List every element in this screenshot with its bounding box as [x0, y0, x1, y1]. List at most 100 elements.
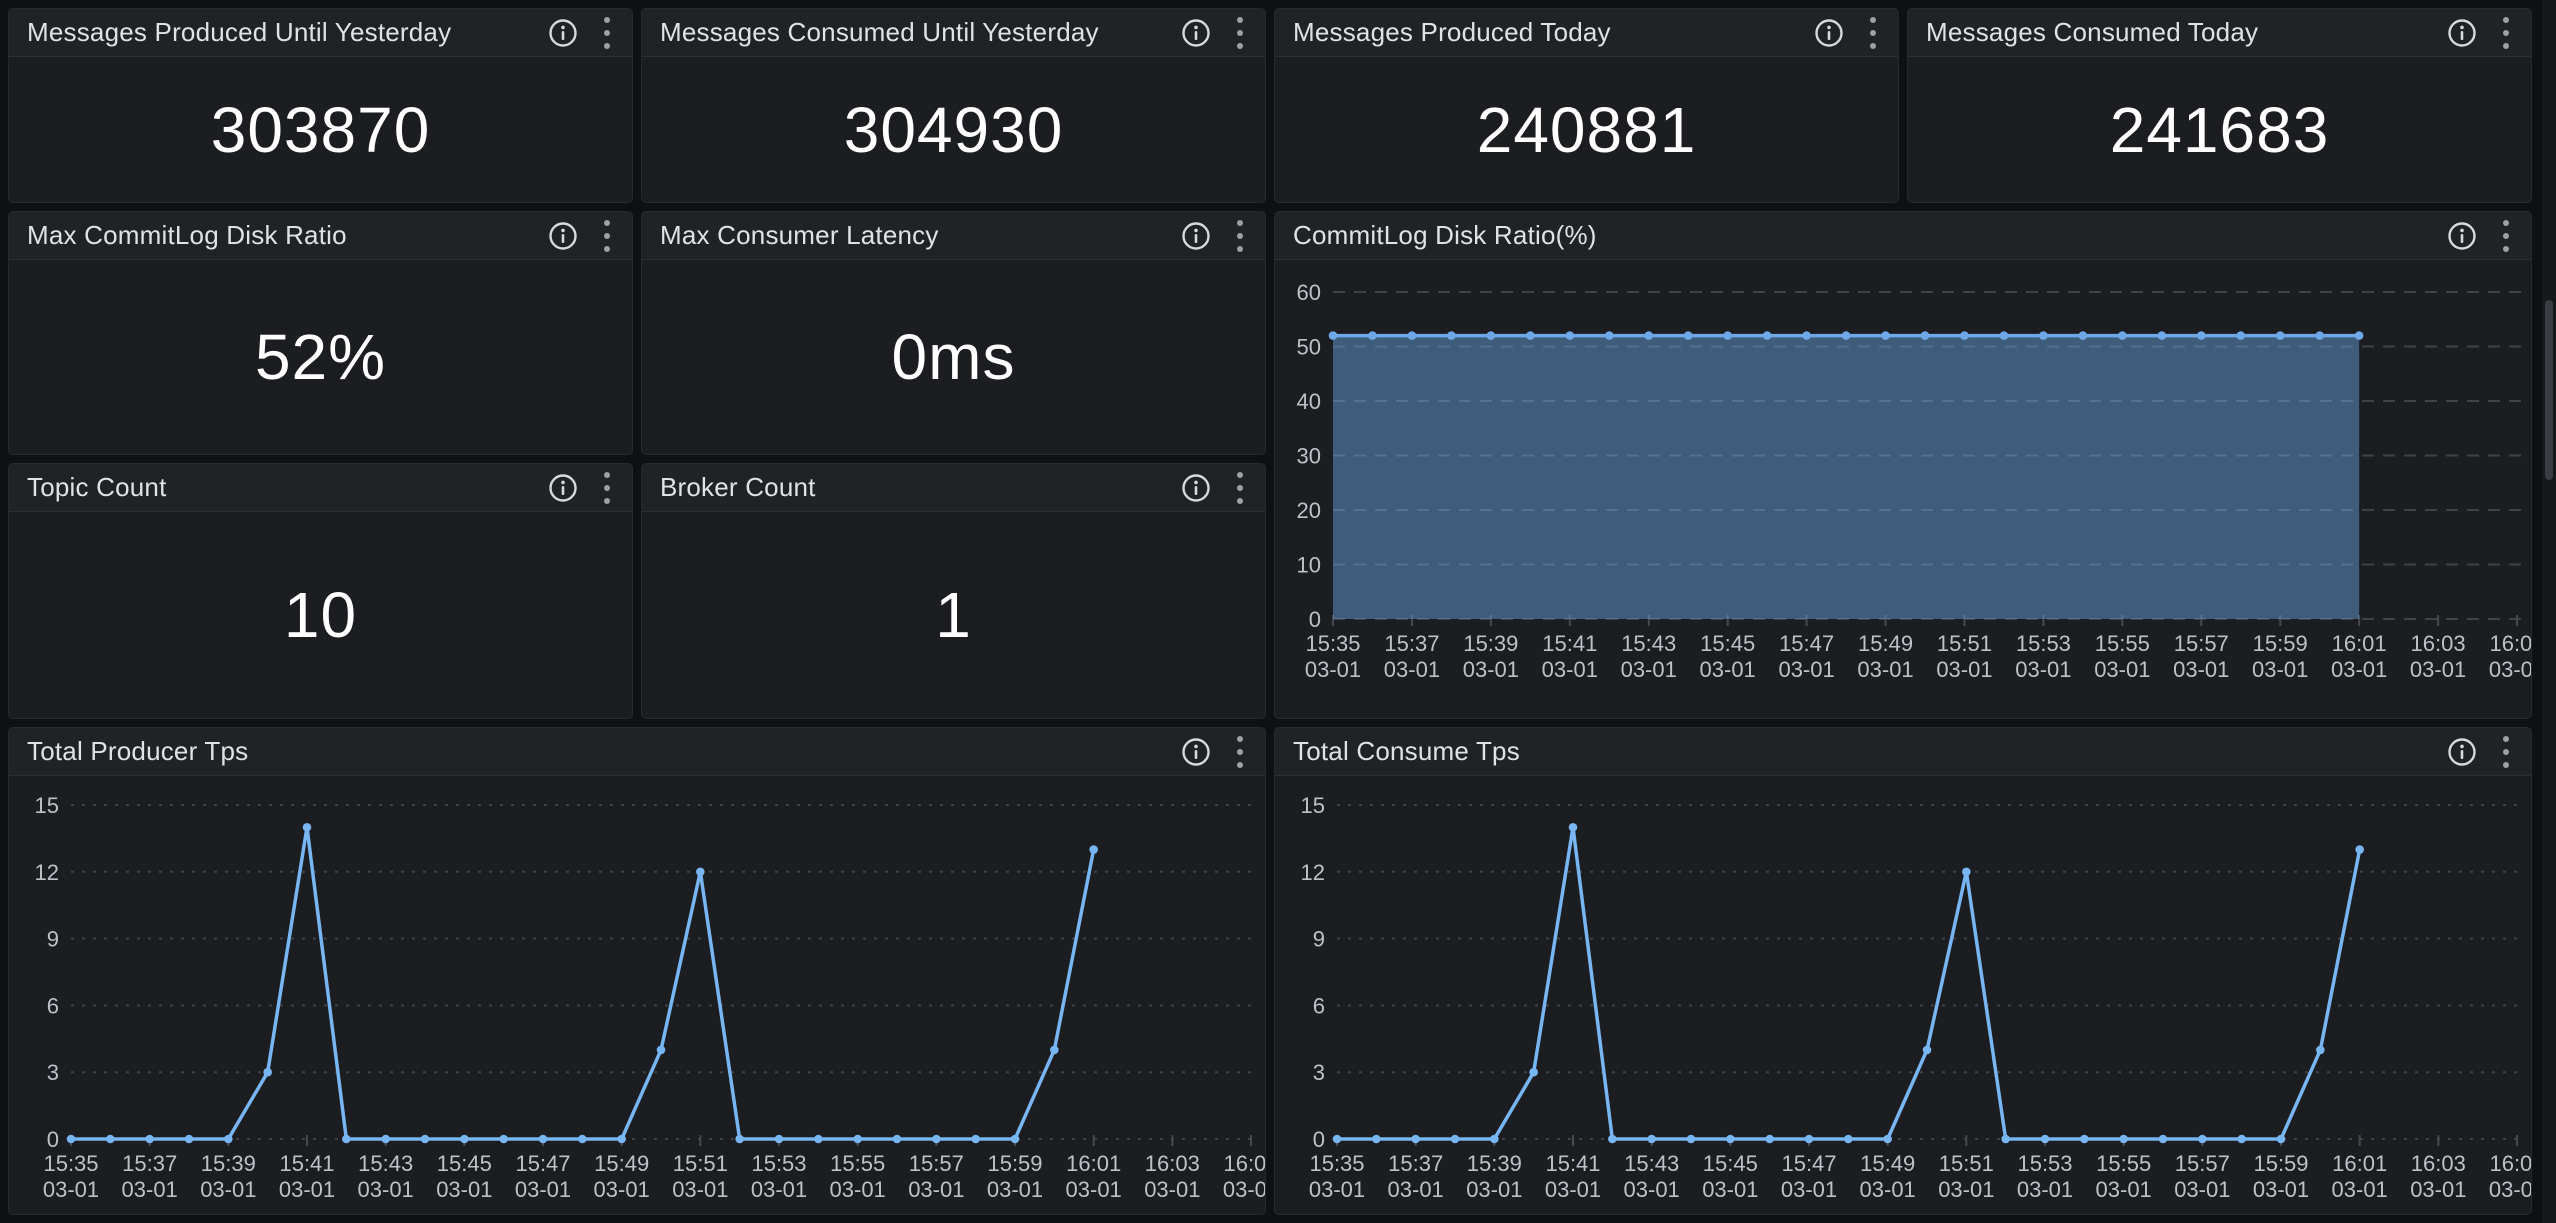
panel-header-icons	[548, 470, 614, 506]
total-producer-tps-chart[interactable]: 0 3 6 9 12 15 15:35 03-01 15:37 03-01 15:39 03-01 15…	[9, 776, 1265, 1214]
svg-text:15:43: 15:43	[358, 1151, 413, 1176]
svg-text:03-01: 03-01	[987, 1177, 1043, 1202]
svg-text:40: 40	[1297, 389, 1321, 414]
svg-text:15:57: 15:57	[909, 1151, 964, 1176]
svg-text:03-01: 03-01	[1621, 657, 1677, 682]
kebab-menu-icon[interactable]	[1233, 734, 1247, 770]
svg-text:15:37: 15:37	[1384, 631, 1439, 656]
svg-text:03-01: 03-01	[436, 1177, 492, 1202]
svg-text:03-01: 03-01	[1309, 1177, 1365, 1202]
panel-header-icons	[2447, 734, 2513, 770]
kebab-menu-icon[interactable]	[600, 470, 614, 506]
total-consume-tps-chart[interactable]: 0 3 6 9 12 15 15:35 03-01 15:37 03-01 15:39 03-01 15…	[1275, 776, 2531, 1214]
info-icon[interactable]	[1181, 221, 1211, 251]
scrollbar[interactable]	[2542, 0, 2556, 1223]
info-icon[interactable]	[1181, 18, 1211, 48]
stat-value: 241683	[2109, 93, 2330, 166]
svg-text:03-01: 03-01	[1545, 1177, 1601, 1202]
panel-commitlog-disk-ratio-chart: CommitLog Disk Ratio(%) 0 10 20 30 40 50 60 15:…	[1274, 211, 2532, 719]
svg-text:15:55: 15:55	[830, 1151, 885, 1176]
svg-text:6: 6	[47, 993, 59, 1018]
svg-text:15:47: 15:47	[1779, 631, 1834, 656]
svg-text:03-01: 03-01	[279, 1177, 335, 1202]
svg-text:03-01: 03-01	[1781, 1177, 1837, 1202]
svg-text:15:39: 15:39	[1463, 631, 1518, 656]
svg-text:03-01: 03-01	[1388, 1177, 1444, 1202]
stat-panel-body: 52%	[9, 260, 632, 454]
svg-text:15:35: 15:35	[1305, 631, 1360, 656]
svg-text:03-01: 03-01	[1466, 1177, 1522, 1202]
info-icon[interactable]	[1814, 18, 1844, 48]
svg-text:15:37: 15:37	[1388, 1151, 1443, 1176]
svg-text:15:53: 15:53	[2017, 1151, 2072, 1176]
panel-header-icons	[1181, 734, 1247, 770]
kebab-menu-icon[interactable]	[2499, 734, 2513, 770]
svg-text:15:39: 15:39	[1467, 1151, 1522, 1176]
panel-header: CommitLog Disk Ratio(%)	[1275, 212, 2531, 260]
svg-text:15:51: 15:51	[1937, 631, 1992, 656]
info-icon[interactable]	[1181, 737, 1211, 767]
svg-text:15:45: 15:45	[1703, 1151, 1758, 1176]
svg-text:16:01: 16:01	[2332, 1151, 2387, 1176]
svg-text:03-01: 03-01	[2173, 657, 2229, 682]
svg-text:03-01: 03-01	[1860, 1177, 1916, 1202]
commitlog-disk-ratio-chart[interactable]: 0 10 20 30 40 50 60 15:35 03-01 15:37 03-01 15:39 03…	[1275, 260, 2531, 718]
panel-title: Messages Produced Until Yesterday	[27, 17, 452, 47]
kebab-menu-icon[interactable]	[1233, 218, 1247, 254]
svg-text:03-01: 03-01	[2332, 1177, 2388, 1202]
panel-header: Messages Consumed Today	[1908, 9, 2531, 57]
svg-text:03-01: 03-01	[515, 1177, 571, 1202]
panel-header: Broker Count	[642, 464, 1265, 512]
svg-text:03-01: 03-01	[2331, 657, 2387, 682]
svg-text:15:55: 15:55	[2096, 1151, 2151, 1176]
kebab-menu-icon[interactable]	[2499, 15, 2513, 51]
panel-title: Topic Count	[27, 472, 167, 502]
panel-max-commitlog-disk-ratio: Max CommitLog Disk Ratio 52%	[8, 211, 633, 455]
svg-text:15:43: 15:43	[1621, 631, 1676, 656]
panel-broker-count: Broker Count 1	[641, 463, 1266, 719]
svg-text:15:41: 15:41	[1542, 631, 1597, 656]
kebab-menu-icon[interactable]	[600, 15, 614, 51]
info-icon[interactable]	[2447, 221, 2477, 251]
svg-text:30: 30	[1297, 444, 1321, 469]
svg-text:16:03: 16:03	[1145, 1151, 1200, 1176]
info-icon[interactable]	[548, 18, 578, 48]
kebab-menu-icon[interactable]	[600, 218, 614, 254]
svg-text:15:45: 15:45	[437, 1151, 492, 1176]
svg-text:03-01: 03-01	[200, 1177, 256, 1202]
svg-text:20: 20	[1297, 498, 1321, 523]
panel-header-icons	[548, 218, 614, 254]
svg-text:16:01: 16:01	[2332, 631, 2387, 656]
svg-text:15:57: 15:57	[2174, 631, 2229, 656]
info-icon[interactable]	[548, 221, 578, 251]
svg-text:0: 0	[47, 1127, 59, 1152]
scrollbar-thumb[interactable]	[2545, 300, 2553, 480]
panel-title: Messages Produced Today	[1293, 17, 1611, 47]
panel-title: CommitLog Disk Ratio(%)	[1293, 220, 1597, 250]
svg-text:03-01: 03-01	[2489, 1177, 2531, 1202]
info-icon[interactable]	[2447, 737, 2477, 767]
info-icon[interactable]	[2447, 18, 2477, 48]
stat-panel-body: 0ms	[642, 260, 1265, 454]
svg-text:03-01: 03-01	[2410, 657, 2466, 682]
info-icon[interactable]	[1181, 473, 1211, 503]
svg-text:03-01: 03-01	[1542, 657, 1598, 682]
kebab-menu-icon[interactable]	[1233, 470, 1247, 506]
svg-text:03-01: 03-01	[830, 1177, 886, 1202]
kebab-menu-icon[interactable]	[1233, 15, 1247, 51]
panel-messages-consumed-until-yesterday: Messages Consumed Until Yesterday 304930	[641, 8, 1266, 203]
stat-panel-body: 240881	[1275, 57, 1898, 202]
svg-text:15:47: 15:47	[515, 1151, 570, 1176]
panel-header-icons	[2447, 15, 2513, 51]
svg-text:12: 12	[1301, 860, 1325, 885]
svg-text:15:59: 15:59	[2253, 1151, 2308, 1176]
panel-messages-produced-today: Messages Produced Today 240881	[1274, 8, 1899, 203]
info-icon[interactable]	[548, 473, 578, 503]
kebab-menu-icon[interactable]	[2499, 218, 2513, 254]
kebab-menu-icon[interactable]	[1866, 15, 1880, 51]
stat-value: 0ms	[891, 321, 1016, 393]
svg-text:16:05: 16:05	[2489, 1151, 2531, 1176]
svg-text:03-01: 03-01	[2489, 657, 2531, 682]
svg-text:15: 15	[1301, 793, 1325, 818]
panel-header-icons	[2447, 218, 2513, 254]
